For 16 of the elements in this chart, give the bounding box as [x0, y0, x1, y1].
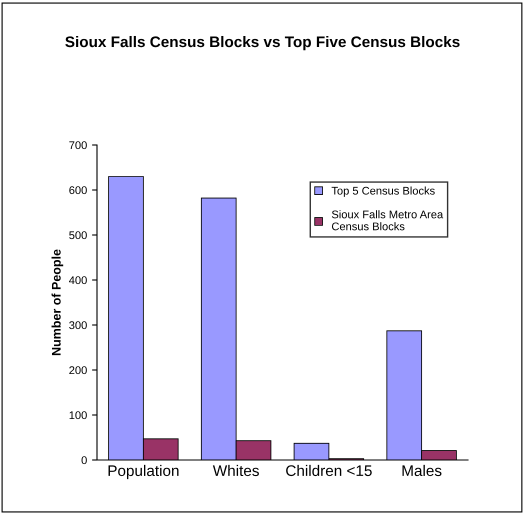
x-tick-label: Population	[108, 464, 178, 480]
y-axis-title: Number of People	[52, 249, 64, 356]
y-tick-label: 100	[70, 411, 87, 420]
y-tick-label: 700	[69, 141, 87, 150]
y-tick-label: 200	[69, 366, 87, 374]
y-tick-label: 400	[68, 276, 87, 284]
chart-title: Sioux Falls Census Blocks vs Top Five Census Blocks	[65, 36, 460, 50]
x-tick-label: Males	[402, 464, 442, 476]
y-tick-label: 0	[82, 456, 87, 464]
y-tick-label: 600	[69, 186, 87, 194]
x-tick-label: Children <15	[286, 464, 372, 476]
y-tick-label: 500	[69, 231, 87, 240]
legend-label: Top 5 Census Blocks	[332, 186, 435, 197]
y-tick-label: 300	[69, 321, 87, 330]
x-tick-label: Whites	[212, 464, 259, 476]
legend-label: Sioux Falls Metro Area Census Blocks	[332, 210, 444, 230]
